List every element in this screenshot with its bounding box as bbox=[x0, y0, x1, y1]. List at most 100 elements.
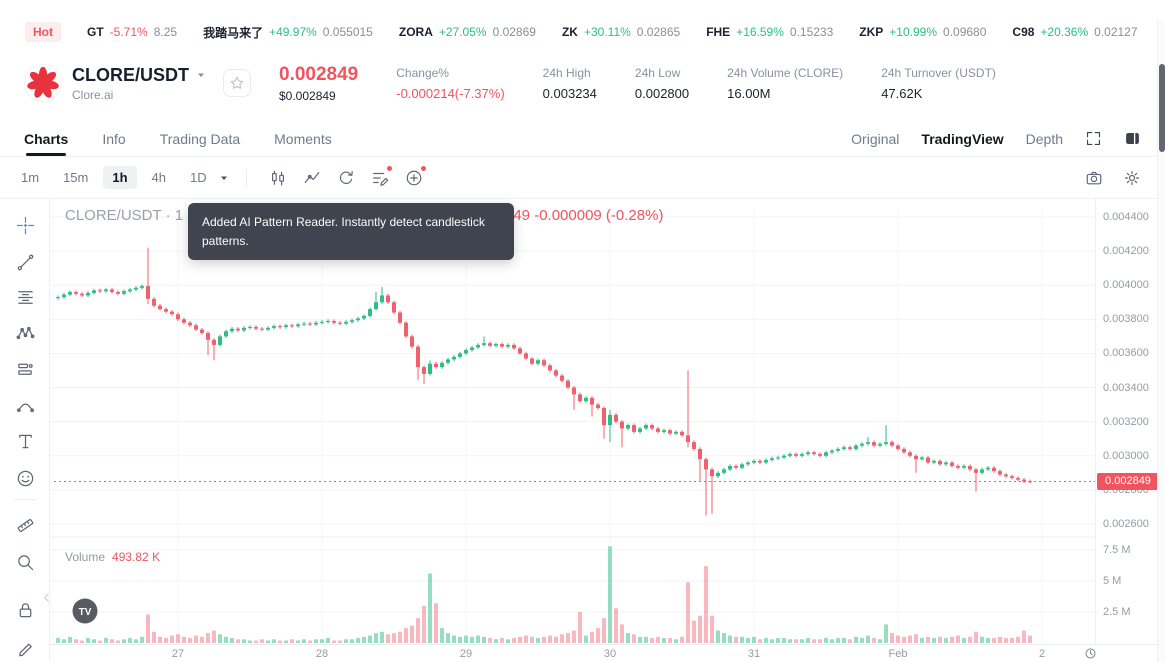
tab-moments[interactable]: Moments bbox=[274, 130, 332, 147]
pair-block[interactable]: CLORE/USDT Clore.ai bbox=[72, 65, 207, 102]
time-axis[interactable]: 27 28 29 30 31 Feb 2 bbox=[50, 644, 1165, 662]
ticker-symbol: 我踏马来了 bbox=[203, 25, 264, 40]
tf-1h[interactable]: 1h bbox=[103, 166, 137, 189]
last-price-usd: $0.002849 bbox=[279, 88, 336, 103]
ticker-item-gt[interactable]: GT -5.71% 8.25 bbox=[87, 24, 177, 41]
chart-toolbar: 1m 15m 1h 4h 1D bbox=[0, 157, 1165, 199]
ai-pattern-tooltip: Added AI Pattern Reader. Instantly detec… bbox=[188, 203, 514, 261]
price-axis-label: 0.003200 bbox=[1103, 415, 1149, 428]
tool-curve[interactable] bbox=[11, 391, 39, 419]
time-axis-label: 27 bbox=[171, 648, 185, 660]
tradingview-logo[interactable]: TV bbox=[72, 598, 98, 624]
ticker-bar: Hot GT -5.71% 8.25 我踏马来了 +49.97% 0.055015 ZORA… bbox=[0, 19, 1165, 45]
price-axis-label: 0.003400 bbox=[1103, 381, 1149, 394]
ruler-icon bbox=[16, 516, 35, 535]
draw-icon bbox=[16, 638, 35, 657]
candle-style-button[interactable] bbox=[263, 163, 293, 193]
stat-value: 0.002800 bbox=[634, 85, 690, 101]
stat-24h-high: 24h High 0.003234 bbox=[543, 66, 597, 101]
tab-trading-data[interactable]: Trading Data bbox=[159, 130, 241, 147]
add-indicator-button[interactable] bbox=[399, 163, 429, 193]
camera-icon bbox=[1085, 169, 1103, 187]
tf-1m[interactable]: 1m bbox=[12, 166, 48, 189]
ticker-item-zora[interactable]: ZORA +27.05% 0.02869 bbox=[399, 24, 536, 41]
pattern-reader-button[interactable] bbox=[365, 163, 395, 193]
tool-lock[interactable] bbox=[11, 596, 39, 624]
chart-canvas[interactable]: CLORE/USDT · 1 849 -0.000009 (-0.28%) Ad… bbox=[50, 199, 1095, 662]
view-depth[interactable]: Depth bbox=[1025, 130, 1063, 147]
tool-ruler[interactable] bbox=[11, 511, 39, 539]
stat-label: 24h High bbox=[542, 65, 591, 80]
lock-icon bbox=[16, 601, 35, 620]
collapse-toolbar-icon[interactable] bbox=[40, 591, 53, 604]
tool-text[interactable] bbox=[11, 427, 39, 455]
camera-button[interactable] bbox=[1079, 163, 1109, 193]
tf-4h[interactable]: 4h bbox=[143, 166, 175, 189]
pattern-reader-icon bbox=[371, 169, 389, 187]
view-tradingview[interactable]: TradingView bbox=[921, 130, 1004, 147]
tool-xabcd-pattern[interactable] bbox=[11, 319, 39, 347]
tool-magnifier[interactable] bbox=[11, 548, 39, 576]
fullscreen-icon[interactable] bbox=[1085, 130, 1102, 147]
ticker-price: 0.15233 bbox=[789, 25, 834, 39]
view-original[interactable]: Original bbox=[851, 130, 900, 147]
ticker-price: 0.02127 bbox=[1094, 25, 1138, 39]
ticker-symbol: ZKP bbox=[859, 25, 884, 39]
timeframe-dropdown-caret-icon[interactable] bbox=[218, 172, 230, 184]
tool-emoji[interactable] bbox=[11, 464, 39, 492]
view-modes: Original TradingView Depth bbox=[851, 131, 1063, 147]
ticker-item-zkp[interactable]: ZKP +10.99% 0.09680 bbox=[859, 24, 986, 41]
ticker-price: 0.02865 bbox=[636, 25, 681, 39]
settings-icon bbox=[1123, 169, 1141, 187]
tf-1d[interactable]: 1D bbox=[181, 166, 216, 189]
nav-tabs-left: Charts Info Trading Data Moments bbox=[24, 121, 332, 156]
page-scrollbar bbox=[1157, 19, 1165, 662]
ticker-item-c98[interactable]: C98 +20.36% 0.02127 bbox=[1012, 24, 1137, 41]
scrollbar-thumb[interactable] bbox=[1159, 64, 1165, 152]
ticker-item-zk[interactable]: ZK +30.11% 0.02865 bbox=[562, 24, 680, 41]
indicators-button[interactable] bbox=[297, 163, 327, 193]
price-block: 0.002849 $0.002849 bbox=[279, 64, 358, 103]
tool-forecast[interactable] bbox=[11, 355, 39, 383]
tool-trend-line[interactable] bbox=[11, 248, 39, 276]
ticker-price: 8.25 bbox=[153, 25, 178, 39]
add-indicator-icon bbox=[405, 169, 423, 187]
ticker-item-我踏马来了[interactable]: 我踏马来了 +49.97% 0.055015 bbox=[203, 24, 373, 41]
hot-badge: Hot bbox=[25, 22, 61, 42]
ticker-item-fhe[interactable]: FHE +16.59% 0.15233 bbox=[706, 24, 833, 41]
tool-fib-retracement[interactable] bbox=[11, 283, 39, 311]
pair-caret-icon[interactable] bbox=[195, 69, 207, 81]
stat-change-: Change% -0.000214(-7.37%) bbox=[396, 66, 504, 101]
layout-icon[interactable] bbox=[1124, 130, 1141, 147]
tool-draw[interactable] bbox=[11, 633, 39, 661]
stat-label: 24h Volume (CLORE) bbox=[727, 65, 844, 80]
favorite-button[interactable] bbox=[223, 69, 251, 97]
stat-label: 24h Turnover (USDT) bbox=[881, 65, 996, 80]
tf-15m[interactable]: 15m bbox=[54, 166, 97, 189]
price-axis-label: 0.003000 bbox=[1103, 449, 1149, 462]
candlestick-chart bbox=[50, 207, 1095, 643]
ticker-change: +16.59% bbox=[736, 25, 784, 39]
tool-crosshair[interactable] bbox=[11, 211, 39, 239]
tab-info[interactable]: Info bbox=[102, 130, 126, 147]
volume-indicator-label: Volume 493.82 K bbox=[65, 550, 160, 564]
price-axis-label: 0.004200 bbox=[1103, 245, 1149, 258]
text-icon bbox=[16, 432, 35, 451]
ticker-symbol: FHE bbox=[706, 25, 731, 39]
stat-24h-low: 24h Low 0.002800 bbox=[635, 66, 689, 101]
ticker-change: -5.71% bbox=[109, 25, 148, 39]
stat-value: -0.000214(-7.37%) bbox=[396, 85, 505, 101]
clock-icon[interactable] bbox=[1084, 647, 1097, 660]
notification-dot bbox=[420, 165, 426, 171]
candle-style-icon bbox=[269, 169, 287, 187]
price-axis[interactable]: 0.002849 0.004400 0.004200 0.004000 0.00380… bbox=[1095, 199, 1165, 662]
emoji-icon bbox=[16, 469, 35, 488]
drawing-toolbar bbox=[0, 199, 50, 662]
price-axis-label: 0.003600 bbox=[1103, 347, 1149, 360]
refresh-button[interactable] bbox=[331, 163, 361, 193]
pair-name: CLORE/USDT bbox=[72, 64, 189, 85]
tab-charts[interactable]: Charts bbox=[24, 121, 68, 156]
crosshair-icon bbox=[16, 216, 35, 235]
settings-button[interactable] bbox=[1117, 163, 1147, 193]
svg-text:TV: TV bbox=[79, 607, 92, 618]
